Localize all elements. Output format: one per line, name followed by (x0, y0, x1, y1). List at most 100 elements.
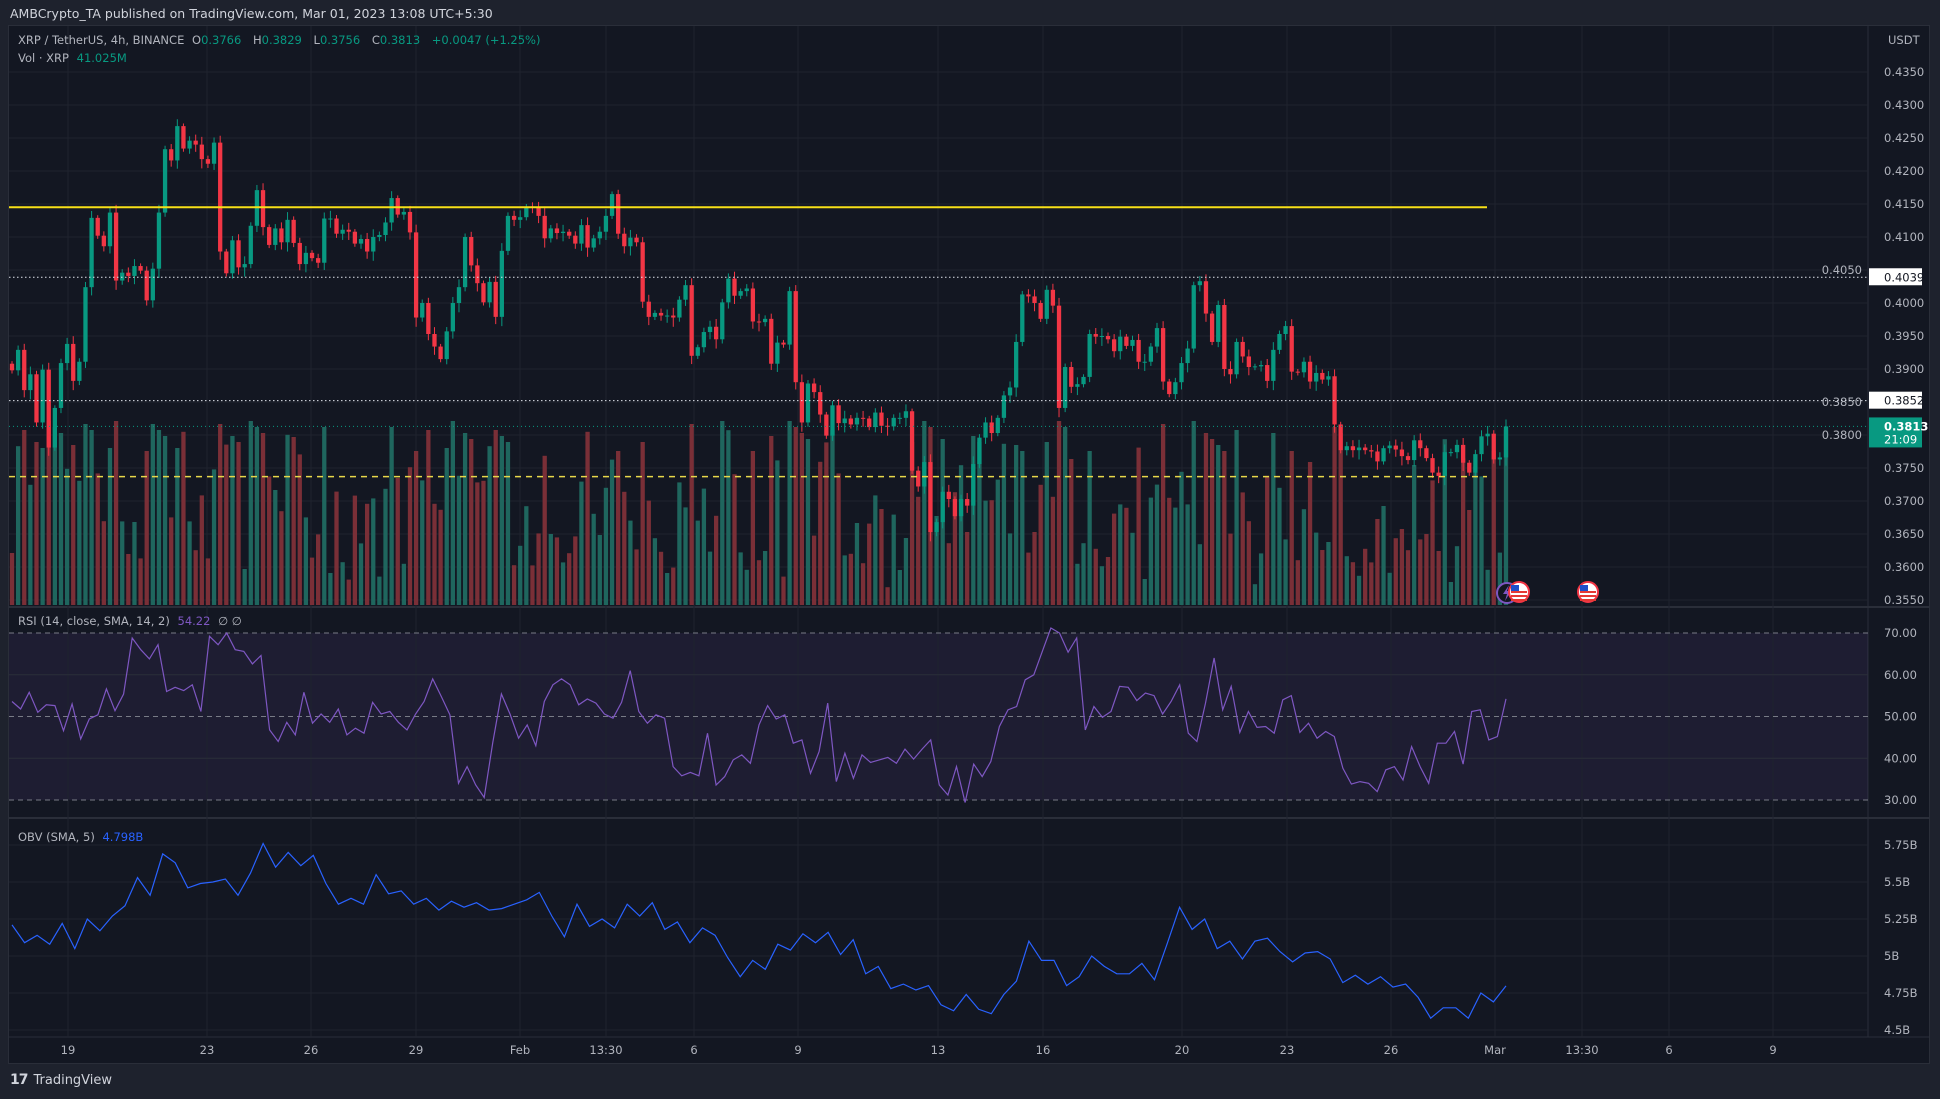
candle-body[interactable] (928, 462, 933, 533)
candle-body[interactable] (695, 347, 700, 356)
candle-body[interactable] (1050, 289, 1056, 306)
candle-body[interactable] (487, 281, 492, 303)
candle-body[interactable] (1448, 452, 1454, 454)
candle-body[interactable] (824, 414, 829, 436)
candle-body[interactable] (1289, 326, 1294, 372)
candle-body[interactable] (1442, 452, 1447, 476)
candle-body[interactable] (658, 312, 664, 316)
candle-body[interactable] (1454, 444, 1460, 453)
candle-body[interactable] (836, 405, 841, 424)
candle-body[interactable] (811, 383, 817, 393)
candle-body[interactable] (352, 231, 358, 244)
candle-body[interactable] (1375, 451, 1380, 462)
candle-body[interactable] (585, 225, 590, 248)
candle-body[interactable] (260, 190, 266, 228)
rsi-label[interactable]: RSI (14, close, SMA, 14, 2) (18, 614, 170, 628)
candle-body[interactable] (181, 126, 186, 149)
candle-body[interactable] (548, 228, 553, 239)
candle-body[interactable] (1063, 367, 1068, 408)
candle-body[interactable] (83, 287, 88, 362)
candle-body[interactable] (444, 331, 449, 360)
candle-body[interactable] (1069, 367, 1074, 387)
candle-body[interactable] (1111, 339, 1117, 352)
tradingview-logo-icon[interactable]: 𝟭𝟳 (10, 1072, 29, 1088)
us-flag-event-icon[interactable] (1508, 581, 1530, 603)
candle-body[interactable] (1491, 433, 1496, 460)
candle-body[interactable] (22, 349, 27, 391)
candle-body[interactable] (511, 215, 517, 220)
candle-body[interactable] (744, 288, 749, 292)
candle-body[interactable] (885, 425, 890, 427)
candle-body[interactable] (567, 231, 572, 236)
candle-body[interactable] (475, 265, 480, 284)
candle-body[interactable] (383, 222, 388, 236)
candle-body[interactable] (1381, 448, 1386, 462)
candle-body[interactable] (756, 321, 762, 323)
candle-body[interactable] (267, 227, 272, 245)
candle-body[interactable] (1363, 447, 1368, 451)
candle-body[interactable] (830, 405, 835, 436)
candle-body[interactable] (573, 235, 578, 244)
candle-body[interactable] (934, 522, 939, 533)
candle-body[interactable] (364, 238, 370, 252)
candle-body[interactable] (132, 266, 137, 276)
candle-body[interactable] (671, 315, 676, 318)
candle-body[interactable] (340, 229, 345, 234)
candle-body[interactable] (977, 437, 982, 465)
candle-body[interactable] (456, 287, 462, 303)
candle-body[interactable] (371, 237, 376, 252)
candle-body[interactable] (799, 382, 805, 423)
candle-body[interactable] (58, 363, 64, 408)
candle-body[interactable] (346, 229, 351, 232)
candle-body[interactable] (1228, 369, 1233, 375)
candle-body[interactable] (750, 288, 756, 322)
candle-body[interactable] (726, 278, 731, 303)
candle-body[interactable] (879, 412, 884, 426)
candle-body[interactable] (438, 346, 443, 360)
candle-body[interactable] (1044, 289, 1049, 319)
candle-body[interactable] (1503, 426, 1509, 458)
candle-body[interactable] (493, 281, 498, 317)
candle-body[interactable] (646, 301, 651, 317)
candle-body[interactable] (242, 264, 247, 268)
candle-body[interactable] (1412, 440, 1417, 461)
candle-body[interactable] (1356, 447, 1362, 451)
candle-body[interactable] (1130, 339, 1135, 346)
candle-body[interactable] (187, 140, 192, 149)
candle-body[interactable] (1197, 281, 1202, 286)
candle-body[interactable] (230, 240, 235, 274)
candle-body[interactable] (1154, 328, 1160, 347)
candle-body[interactable] (1332, 376, 1337, 425)
candle-body[interactable] (1350, 446, 1356, 451)
candle-body[interactable] (1032, 296, 1037, 303)
candle-body[interactable] (1497, 457, 1503, 460)
candle-body[interactable] (432, 334, 437, 347)
candle-body[interactable] (120, 272, 125, 281)
candle-body[interactable] (603, 215, 609, 232)
us-flag-event-icon[interactable] (1577, 581, 1599, 603)
obv-label[interactable]: OBV (SMA, 5) (18, 830, 95, 844)
candle-body[interactable] (450, 303, 455, 332)
candle-body[interactable] (46, 369, 51, 448)
candle-body[interactable] (909, 411, 915, 471)
candle-body[interactable] (328, 218, 333, 220)
candle-body[interactable] (1436, 472, 1441, 476)
candle-body[interactable] (156, 212, 162, 269)
candle-body[interactable] (1485, 433, 1490, 437)
candle-body[interactable] (236, 240, 241, 268)
candle-body[interactable] (903, 411, 909, 418)
candle-body[interactable] (560, 231, 566, 234)
candle-body[interactable] (965, 499, 970, 506)
candle-body[interactable] (1424, 448, 1429, 459)
candle-body[interactable] (1387, 445, 1392, 449)
candle-body[interactable] (205, 159, 211, 164)
candle-body[interactable] (162, 149, 168, 213)
candle-body[interactable] (683, 285, 688, 300)
candle-body[interactable] (469, 237, 474, 266)
candle-body[interactable] (616, 194, 621, 234)
candle-body[interactable] (524, 206, 529, 218)
candle-body[interactable] (1283, 326, 1288, 335)
candle-body[interactable] (1124, 336, 1129, 346)
candle-body[interactable] (781, 342, 786, 345)
candle-body[interactable] (1405, 456, 1411, 461)
